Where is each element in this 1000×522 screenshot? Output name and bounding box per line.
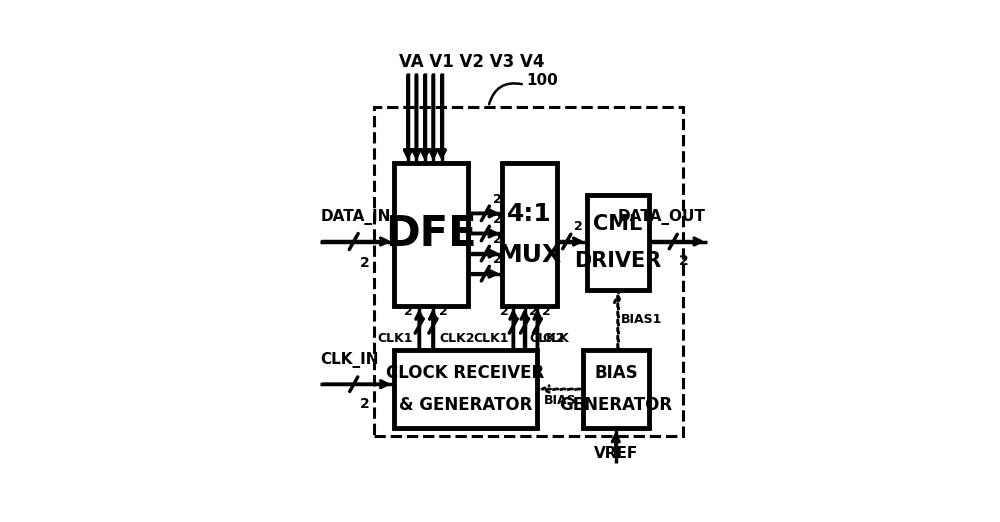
Text: CLK_IN: CLK_IN [320,352,379,368]
Bar [374,107,683,436]
Text: 2: 2 [404,305,413,318]
Text: & GENERATOR: & GENERATOR [399,396,532,414]
Text: CLK2: CLK2 [439,332,474,345]
Text: GENERATOR: GENERATOR [559,396,673,414]
Text: CLK: CLK [542,332,569,345]
Text: 2: 2 [574,220,583,233]
Text: CLK1: CLK1 [473,332,508,345]
Text: 2: 2 [679,254,689,268]
Text: 2: 2 [493,213,501,226]
Bar [394,350,537,429]
Text: 2: 2 [493,233,501,246]
Text: CLOCK RECEIVER: CLOCK RECEIVER [386,364,544,382]
Text: CML: CML [593,215,643,234]
Bar [587,195,649,290]
Bar [502,163,557,306]
Text: DFE: DFE [385,213,477,255]
Text: 2: 2 [360,397,370,411]
Text: 2: 2 [542,305,551,318]
Text: 2: 2 [493,193,501,206]
Text: 100: 100 [527,73,558,88]
Text: 2: 2 [529,305,538,318]
Text: 2: 2 [500,305,508,318]
Text: BIAS: BIAS [543,394,576,407]
Text: BIAS1: BIAS1 [621,313,662,326]
Text: BIAS: BIAS [594,364,638,382]
Text: MUX: MUX [497,243,562,267]
Text: VREF: VREF [594,446,638,460]
Text: DRIVER: DRIVER [574,251,662,270]
Text: CLK2: CLK2 [529,332,565,345]
Bar [583,350,649,429]
Bar [394,163,468,306]
Text: CLK1: CLK1 [378,332,413,345]
Text: 2: 2 [360,256,370,269]
Text: 4:1: 4:1 [507,203,552,227]
Text: DATA_OUT: DATA_OUT [618,209,705,226]
Text: VA V1 V2 V3 V4: VA V1 V2 V3 V4 [399,53,545,70]
Text: DATA_IN: DATA_IN [320,209,391,226]
Text: 2: 2 [439,305,448,318]
Text: 2: 2 [493,253,501,266]
